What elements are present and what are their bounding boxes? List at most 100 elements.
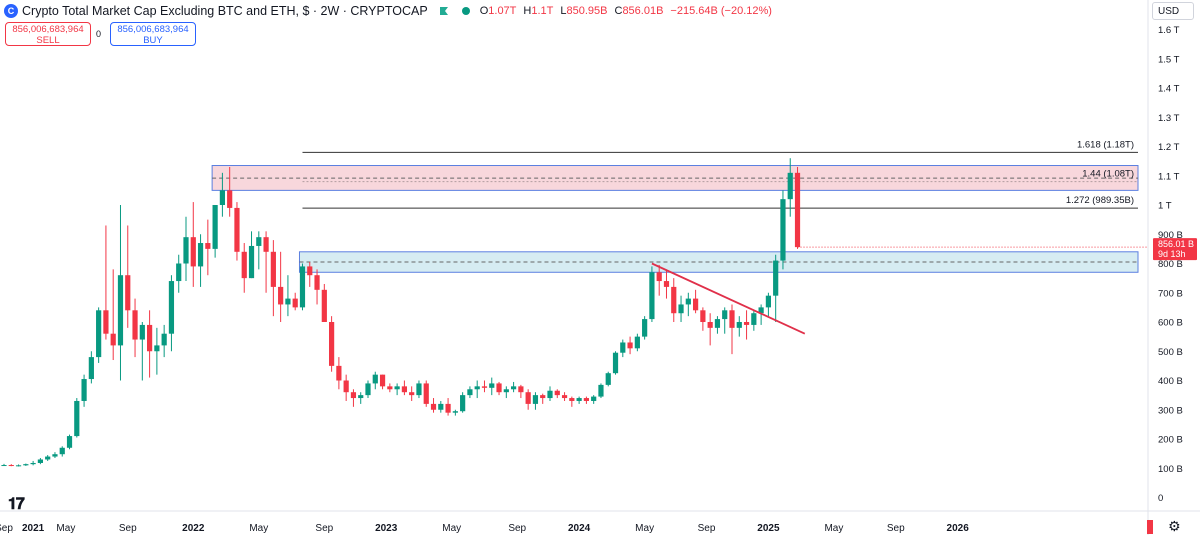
candle-body xyxy=(656,272,662,282)
candle-body xyxy=(110,333,116,346)
candle-body xyxy=(117,275,124,346)
candle-body xyxy=(125,275,131,311)
settings-gear-icon[interactable]: ⚙ xyxy=(1168,518,1181,534)
chart-header: C Crypto Total Market Cap Excluding BTC … xyxy=(4,2,779,20)
candle-body xyxy=(336,365,342,381)
candle-body xyxy=(365,383,371,396)
candle-body xyxy=(278,286,284,305)
candle-body xyxy=(212,205,218,249)
candle-body xyxy=(642,319,648,337)
candle-body xyxy=(765,295,771,308)
price-tick-label: 0 xyxy=(1158,493,1163,504)
candle-body xyxy=(23,464,29,466)
candle-body xyxy=(1,465,7,467)
candle-body xyxy=(700,310,706,322)
candle-body xyxy=(190,237,196,267)
price-tick-label: 600 B xyxy=(1158,318,1183,329)
candle-body xyxy=(627,342,633,349)
candle-body xyxy=(561,395,568,399)
candle-body xyxy=(678,304,684,314)
time-tick-label: May xyxy=(824,523,843,534)
candle-body xyxy=(81,379,87,401)
candle-body xyxy=(154,345,160,352)
candle-body xyxy=(219,190,225,205)
time-tick-label: Sep xyxy=(887,523,905,534)
ohlc-key: O xyxy=(479,5,489,17)
candle-body xyxy=(394,386,400,390)
candle-body xyxy=(634,336,640,349)
time-tick-label: May xyxy=(635,523,654,534)
time-tick-label: 2024 xyxy=(568,523,591,534)
ohlc-value: 1.1T xyxy=(531,5,554,17)
bookmark-icon[interactable] xyxy=(438,5,450,17)
symbol-title[interactable]: Crypto Total Market Cap Excluding BTC an… xyxy=(22,4,428,18)
ohlc-key: L xyxy=(560,5,567,17)
candle-body xyxy=(59,447,65,455)
candle-body xyxy=(729,310,735,328)
candle-body xyxy=(205,243,211,249)
sell-button[interactable]: 856,006,683,964 SELL xyxy=(5,22,91,46)
candle-body xyxy=(707,322,713,328)
candle-body xyxy=(438,403,444,410)
candle-body xyxy=(576,398,582,401)
candle-body xyxy=(285,298,291,305)
candle-body xyxy=(671,286,677,314)
trendline xyxy=(651,262,806,335)
buy-label: BUY xyxy=(143,35,163,46)
candle-body xyxy=(794,172,801,248)
currency-selector[interactable]: USD xyxy=(1152,2,1194,20)
candle-body xyxy=(518,386,524,393)
candle-body xyxy=(605,373,611,385)
candle-body xyxy=(773,260,779,296)
fib-level-label: 1.618 (1.18T) xyxy=(1077,139,1134,150)
ohlc-readout: O1.07T H1.1T L850.95B C856.01B −215.64B (−20… xyxy=(480,5,779,17)
time-tick-label: May xyxy=(249,523,268,534)
candle-body xyxy=(467,389,473,396)
candle-body xyxy=(292,298,298,308)
candle-body xyxy=(263,237,269,252)
candle-body xyxy=(583,398,589,401)
tradingview-logo-icon[interactable]: 𝟏𝟕 xyxy=(8,496,25,513)
sell-price: 856,006,683,964 xyxy=(12,24,84,35)
candle-body xyxy=(299,266,306,308)
price-tick-label: 1.1 T xyxy=(1158,171,1180,182)
price-tick-label: 200 B xyxy=(1158,435,1183,446)
candle-body xyxy=(474,386,480,390)
buy-button[interactable]: 856,006,683,964 BUY xyxy=(110,22,196,46)
candle-body xyxy=(45,456,51,460)
candle-body xyxy=(649,272,655,320)
candle-body xyxy=(8,465,14,467)
candle-body xyxy=(387,386,393,390)
candle-body xyxy=(270,251,276,287)
candle-body xyxy=(103,310,109,334)
price-tick-label: 1.6 T xyxy=(1158,25,1180,36)
candle-body xyxy=(416,383,422,396)
candle-body xyxy=(569,398,575,401)
candle-body xyxy=(452,411,458,413)
candle-body xyxy=(547,390,553,399)
time-tick-label: Sep xyxy=(0,523,13,534)
time-tick-label: 2025 xyxy=(757,523,780,534)
candle-body xyxy=(30,462,36,465)
candle-body xyxy=(321,289,327,322)
candle-body xyxy=(714,319,721,328)
price-tick-label: 1.4 T xyxy=(1158,84,1180,95)
candle-body xyxy=(358,395,364,399)
candle-body xyxy=(256,237,262,246)
candle-body xyxy=(350,392,357,399)
candle-body xyxy=(496,383,502,393)
candle-body xyxy=(511,386,517,390)
candle-body xyxy=(307,266,313,276)
candle-body xyxy=(197,243,204,267)
fib-level-label: 1.44 (1.08T) xyxy=(1082,169,1134,180)
candle-body xyxy=(161,333,167,346)
price-tick-label: 1 T xyxy=(1158,201,1172,212)
time-tick-label: 2026 xyxy=(947,523,970,534)
candle-body xyxy=(372,374,378,384)
candle-body xyxy=(489,383,495,388)
candle-body xyxy=(183,237,189,264)
price-tick-label: 300 B xyxy=(1158,405,1183,416)
candle-body xyxy=(598,384,604,397)
candle-body xyxy=(96,310,102,358)
